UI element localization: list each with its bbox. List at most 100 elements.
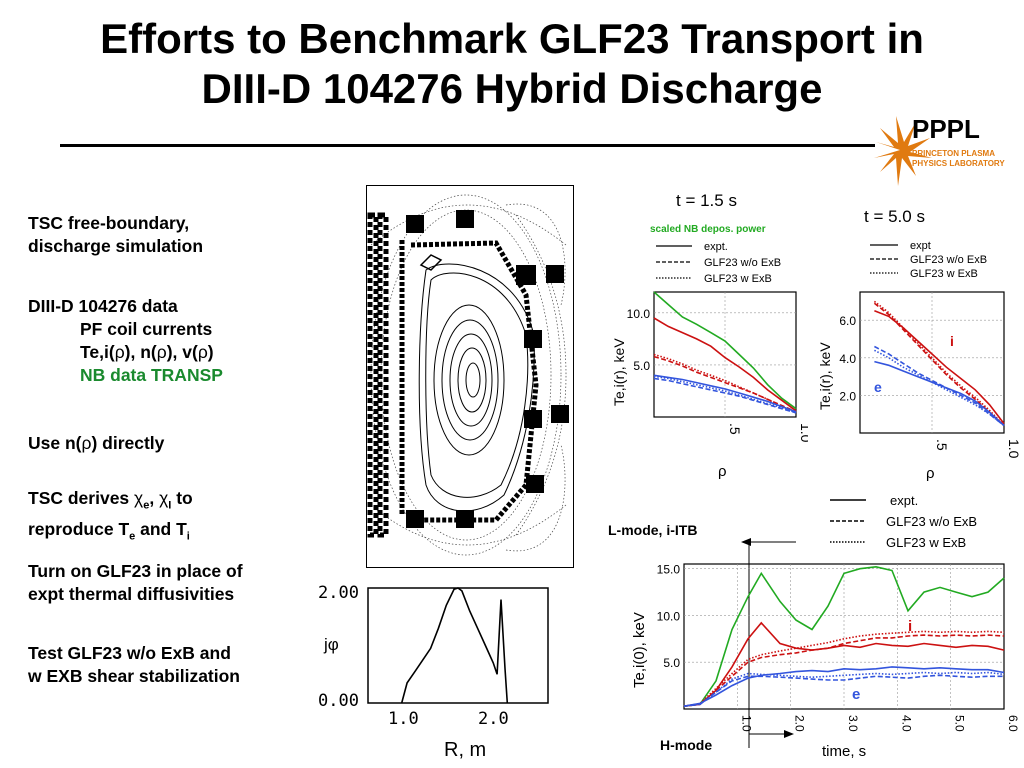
chart-b-series-group xyxy=(873,300,1005,427)
chart-b-xlabel: ρ xyxy=(926,465,935,482)
jphi-ytick-top: 2.00 xyxy=(318,583,359,603)
chart-b-ytick-1: 4.0 xyxy=(839,352,856,366)
slide-title: Efforts to Benchmark GLF23 Transport in … xyxy=(0,14,1024,114)
chart-c-series-red-dashed-2 xyxy=(683,634,1005,707)
chart-b-xtick-1: 1.0 xyxy=(1006,439,1020,459)
chart-a-series-blue-dotted-6 xyxy=(653,375,797,414)
jphi-ytick-bottom: 0.00 xyxy=(318,691,359,711)
bullet-diiid-line4: NB data TRANSP xyxy=(80,365,223,385)
chart-c-label-i: i xyxy=(908,618,912,635)
time-evolution-chart: expt. GLF23 w/o ExB GLF23 w ExB L-mode, … xyxy=(608,493,1020,760)
chart-c-xtick-0: 1.0 xyxy=(739,715,753,732)
bullet-glf23-line1: Turn on GLF23 in place of xyxy=(28,561,243,581)
jphi-series-group xyxy=(400,587,509,704)
bullet-glf23-line2: expt thermal diffusivities xyxy=(28,584,235,604)
chart-a-yticks: 5.0 10.0 xyxy=(627,307,651,373)
chart-b-label-i: i xyxy=(950,333,954,349)
bullet-glf23-turn-on: Turn on GLF23 in place of expt thermal d… xyxy=(28,560,243,606)
chart-a-xtick-1: 1.0 xyxy=(798,423,808,443)
chart-a-legend-wexb: GLF23 w ExB xyxy=(704,273,772,285)
jphi-plot-frame xyxy=(367,587,549,704)
chart-b-series-red-dashed-1 xyxy=(873,302,1005,427)
bullet-tsc-derives: TSC derives χe, χI to reproduce Te and T… xyxy=(28,487,193,548)
chart-c-lmode-label: L-mode, i-ITB xyxy=(608,522,697,538)
chart-a-series-blue-dashed-5 xyxy=(653,377,797,414)
chart-a-ytick-1: 10.0 xyxy=(627,307,651,321)
chart-c-xtick-5: 6.0 xyxy=(1006,715,1020,732)
chart-c-xtick-2: 3.0 xyxy=(846,715,860,732)
chart-a-series-red-solid-1 xyxy=(653,317,797,412)
chart-c-series-red-solid-1 xyxy=(683,621,1005,707)
title-line-1: Efforts to Benchmark GLF23 Transport in xyxy=(100,15,924,62)
chart-c-xtick-4: 5.0 xyxy=(953,715,967,732)
chart-c-xtick-1: 2.0 xyxy=(793,715,807,732)
bullet-diiid-data: DIII-D 104276 data PF coil currents Te,i… xyxy=(28,295,223,387)
chart-c-series-green-solid-0 xyxy=(683,565,1005,707)
jphi-xtick-2: 2.0 xyxy=(478,709,509,729)
equilibrium-flux-plot xyxy=(366,185,574,568)
chart-c-series-red-dotted-3 xyxy=(683,630,1005,707)
chart-c-ytick-0: 5.0 xyxy=(663,656,680,670)
jphi-ylabel: jφ xyxy=(323,635,339,654)
chart-c-ytick-2: 15.0 xyxy=(657,563,681,577)
pppl-logo-line2: PHYSICS LABORATORY xyxy=(912,159,1005,168)
bullet-diiid-line3: Te,i(ρ), n(ρ), v(ρ) xyxy=(80,342,214,362)
chart-a-legend-expt: expt. xyxy=(704,241,728,253)
chart-c-xlabel: time, s xyxy=(822,743,866,760)
pppl-logo-line1: PRINCETON PLASMA xyxy=(912,149,995,158)
chart-a-title: t = 1.5 s xyxy=(676,191,737,210)
chart-b-series-red-solid-0 xyxy=(874,310,1005,425)
bullet-test-line2: w EXB shear stabilization xyxy=(28,666,240,686)
chart-b-xticks: .5 1.0 xyxy=(934,439,1020,459)
pppl-logo-burst-icon xyxy=(874,116,932,186)
chart-a-nb-annotation: scaled NB depos. power xyxy=(650,224,766,235)
chart-c-hmode-label: H-mode xyxy=(660,737,712,753)
chart-a-legend-woexb: GLF23 w/o ExB xyxy=(704,257,781,269)
bullet-tsc-line2: discharge simulation xyxy=(28,236,204,256)
chart-c-legend-woexb: GLF23 w/o ExB xyxy=(886,514,977,529)
chart-c-ylabel: Te,i(0), keV xyxy=(631,612,648,688)
chart-b-series-blue-solid-3 xyxy=(874,360,1005,427)
chart-b-series-blue-dotted-5 xyxy=(874,349,1005,427)
jphi-profile-chart: 2.00 0.00 jφ 1.0 2.0 R, m xyxy=(318,583,549,761)
chart-b-yticks: 2.0 4.0 6.0 xyxy=(839,314,856,403)
profile-chart-t1p5: t = 1.5 s scaled NB depos. power expt. G… xyxy=(611,191,808,480)
chart-a-ylabel: Te,i(r), keV xyxy=(611,338,627,406)
chart-a-grid xyxy=(654,292,796,417)
profile-chart-t5p0: t = 5.0 s expt GLF23 w/o ExB GLF23 w ExB… xyxy=(817,207,1020,482)
bullet-tsc-derives-line2: reproduce Te and Ti xyxy=(28,518,190,543)
bullet-test-glf23: Test GLF23 w/o ExB and w EXB shear stabi… xyxy=(28,642,240,688)
chart-b-legend-woexb: GLF23 w/o ExB xyxy=(910,254,987,266)
pppl-logo: PPPL PRINCETON PLASMA PHYSICS LABORATORY xyxy=(874,114,1005,186)
chart-c-hmode-arrowhead-icon xyxy=(784,730,794,738)
bullet-use-n: Use n(ρ) directly xyxy=(28,433,165,453)
chart-c-yticks: 5.0 10.0 15.0 xyxy=(657,563,681,671)
chart-b-title: t = 5.0 s xyxy=(864,207,925,226)
chart-a-xtick-0: .5 xyxy=(727,423,743,435)
chart-a-series-red-dashed-2 xyxy=(653,355,797,413)
chart-c-legend-wexb: GLF23 w ExB xyxy=(886,535,966,550)
chart-a-series-group xyxy=(653,291,797,414)
jphi-xlabel: R, m xyxy=(444,739,486,761)
title-line-2: DIII-D 104276 Hybrid Discharge xyxy=(201,65,823,112)
chart-b-ytick-2: 6.0 xyxy=(839,314,856,328)
chart-c-label-e: e xyxy=(852,686,860,703)
jphi-series-black-solid-0 xyxy=(400,587,509,704)
bullet-test-line1: Test GLF23 w/o ExB and xyxy=(28,643,231,663)
chart-a-series-blue-solid-4 xyxy=(653,374,797,413)
bullet-tsc-line1: TSC free-boundary, xyxy=(28,213,190,233)
title-rule xyxy=(60,144,875,147)
chart-a-ytick-0: 5.0 xyxy=(633,359,650,373)
chart-b-label-e: e xyxy=(874,379,882,395)
bullet-diiid-line2: PF coil currents xyxy=(80,319,213,339)
bullet-diiid-line1: DIII-D 104276 data xyxy=(28,296,178,316)
bullet-tsc-derives-line1: TSC derives χe, χI to xyxy=(28,488,193,512)
chart-a-xticks: .5 1.0 xyxy=(727,423,808,443)
chart-a-series-green-solid-0 xyxy=(653,291,797,410)
chart-b-series-red-dotted-2 xyxy=(873,300,1005,427)
chart-c-series-blue-solid-4 xyxy=(683,666,1005,707)
chart-b-ytick-0: 2.0 xyxy=(839,389,856,403)
jphi-xtick-1: 1.0 xyxy=(388,709,419,729)
chart-c-xticks: 1.0 2.0 3.0 4.0 5.0 6.0 xyxy=(739,715,1020,732)
chart-c-grid xyxy=(684,564,1004,709)
